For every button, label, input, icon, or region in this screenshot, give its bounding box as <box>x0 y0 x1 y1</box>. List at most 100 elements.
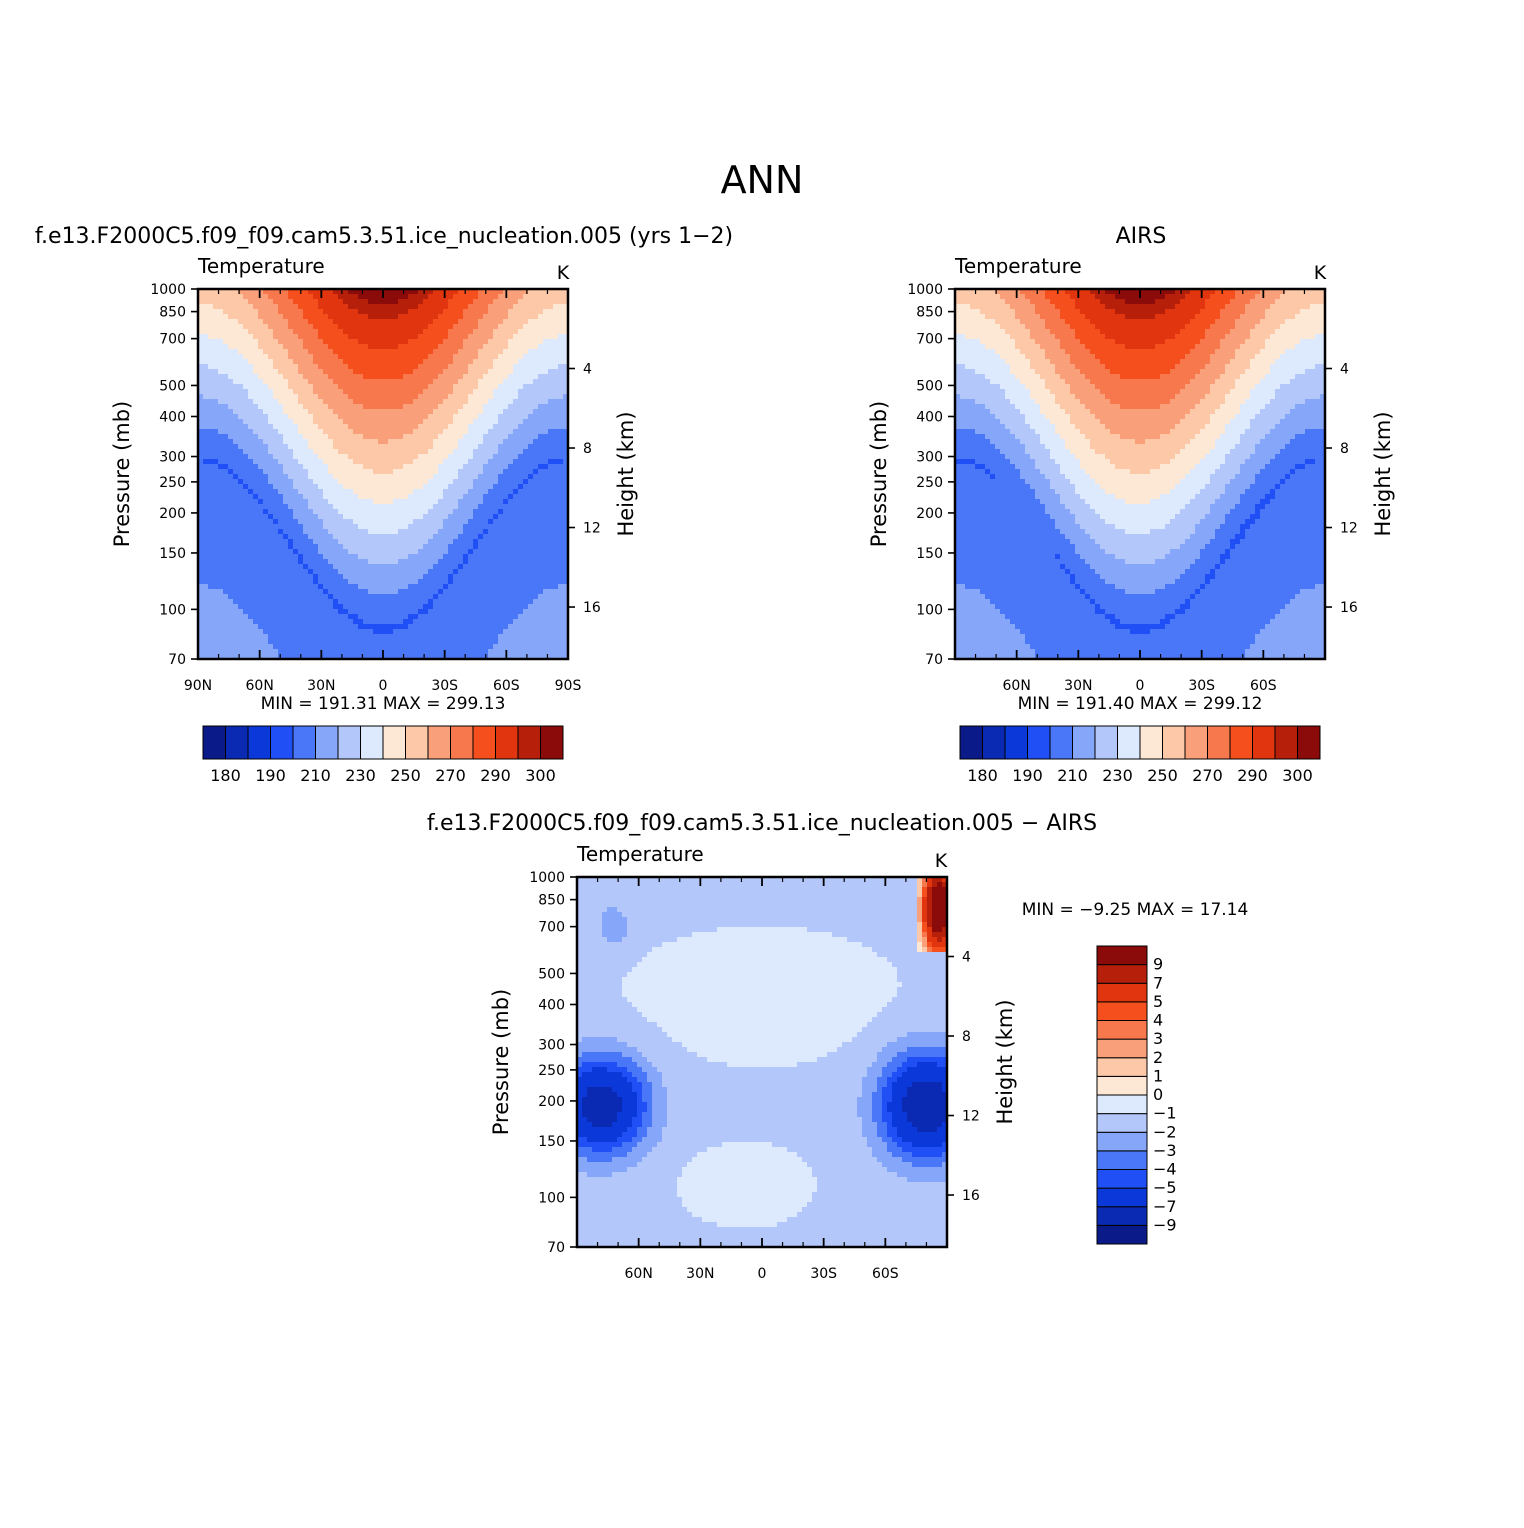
contour-cell <box>213 289 219 295</box>
contour-cell <box>233 319 239 325</box>
contour-cell <box>373 539 379 545</box>
contour-cell <box>498 354 504 360</box>
contour-cell <box>238 344 244 350</box>
contour-cell <box>348 514 354 520</box>
contour-cell <box>313 439 319 445</box>
contour-cell <box>253 389 259 395</box>
contour-cell <box>453 359 459 365</box>
contour-cell <box>283 594 289 600</box>
contour-cell <box>433 549 439 555</box>
contour-cell <box>328 399 334 405</box>
contour-cell <box>343 484 349 490</box>
contour-cell <box>218 384 224 390</box>
contour-cell <box>478 534 484 540</box>
contour-cell <box>463 504 469 510</box>
contour-cell <box>358 504 364 510</box>
contour-cell <box>243 399 249 405</box>
contour-cell <box>443 609 449 615</box>
contour-cell <box>223 469 229 475</box>
contour-cell <box>493 514 499 520</box>
contour-cell <box>383 319 389 325</box>
contour-cell <box>213 624 219 630</box>
contour-cell <box>413 599 419 605</box>
contour-cell <box>373 534 379 540</box>
contour-cell <box>563 449 569 455</box>
contour-cell <box>368 554 374 560</box>
contour-cell <box>503 539 509 545</box>
contour-cell <box>318 539 324 545</box>
contour-cell <box>243 344 249 350</box>
contour-cell <box>513 559 519 565</box>
contour-cell <box>198 434 204 440</box>
contour-cell <box>548 314 554 320</box>
contour-cell <box>368 294 374 300</box>
contour-cell <box>523 554 529 560</box>
contour-cell <box>448 594 454 600</box>
contour-cell <box>243 379 249 385</box>
contour-cell <box>418 339 424 345</box>
contour-cell <box>363 509 369 515</box>
contour-cell <box>208 584 214 590</box>
contour-cell <box>403 359 409 365</box>
contour-cell <box>423 479 429 485</box>
contour-cell <box>248 304 254 310</box>
contour-cell <box>443 359 449 365</box>
contour-cell <box>313 624 319 630</box>
contour-cell <box>258 584 264 590</box>
contour-cell <box>283 334 289 340</box>
contour-cell <box>513 464 519 470</box>
contour-cell <box>418 444 424 450</box>
contour-cell <box>428 569 434 575</box>
contour-cell <box>373 479 379 485</box>
contour-cell <box>338 434 344 440</box>
contour-cell <box>198 474 204 480</box>
contour-cell <box>508 554 514 560</box>
contour-cell <box>323 544 329 550</box>
contour-cell <box>328 579 334 585</box>
contour-cell <box>453 334 459 340</box>
contour-cell <box>463 529 469 535</box>
contour-cell <box>308 484 314 490</box>
contour-cell <box>218 499 224 505</box>
contour-cell <box>348 314 354 320</box>
contour-cell <box>563 374 569 380</box>
contour-cell <box>343 329 349 335</box>
contour-cell <box>353 394 359 400</box>
contour-cell <box>538 514 544 520</box>
contour-cell <box>473 449 479 455</box>
contour-cell <box>253 574 259 580</box>
contour-cell <box>378 584 384 590</box>
contour-cell <box>288 304 294 310</box>
contour-cell <box>448 599 454 605</box>
contour-cell <box>253 424 259 430</box>
contour-cell <box>398 584 404 590</box>
contour-cell <box>373 499 379 505</box>
contour-cell <box>318 589 324 595</box>
contour-cell <box>238 294 244 300</box>
contour-cell <box>503 319 509 325</box>
contour-cell <box>488 354 494 360</box>
contour-cell <box>313 574 319 580</box>
contour-cell <box>293 534 299 540</box>
contour-cell <box>353 504 359 510</box>
contour-cell <box>538 484 544 490</box>
contour-cell <box>258 469 264 475</box>
contour-cell <box>373 489 379 495</box>
contour-cell <box>473 529 479 535</box>
contour-cell <box>308 499 314 505</box>
contour-cell <box>528 384 534 390</box>
contour-cell <box>338 449 344 455</box>
contour-cell <box>323 474 329 480</box>
contour-cell <box>353 589 359 595</box>
contour-cell <box>223 414 229 420</box>
contour-cell <box>313 569 319 575</box>
contour-cell <box>273 509 279 515</box>
contour-cell <box>218 604 224 610</box>
contour-cell <box>318 504 324 510</box>
contour-cell <box>448 414 454 420</box>
contour-cell <box>223 304 229 310</box>
contour-cell <box>458 429 464 435</box>
contour-cell <box>488 294 494 300</box>
contour-cell <box>518 424 524 430</box>
contour-cell <box>443 309 449 315</box>
